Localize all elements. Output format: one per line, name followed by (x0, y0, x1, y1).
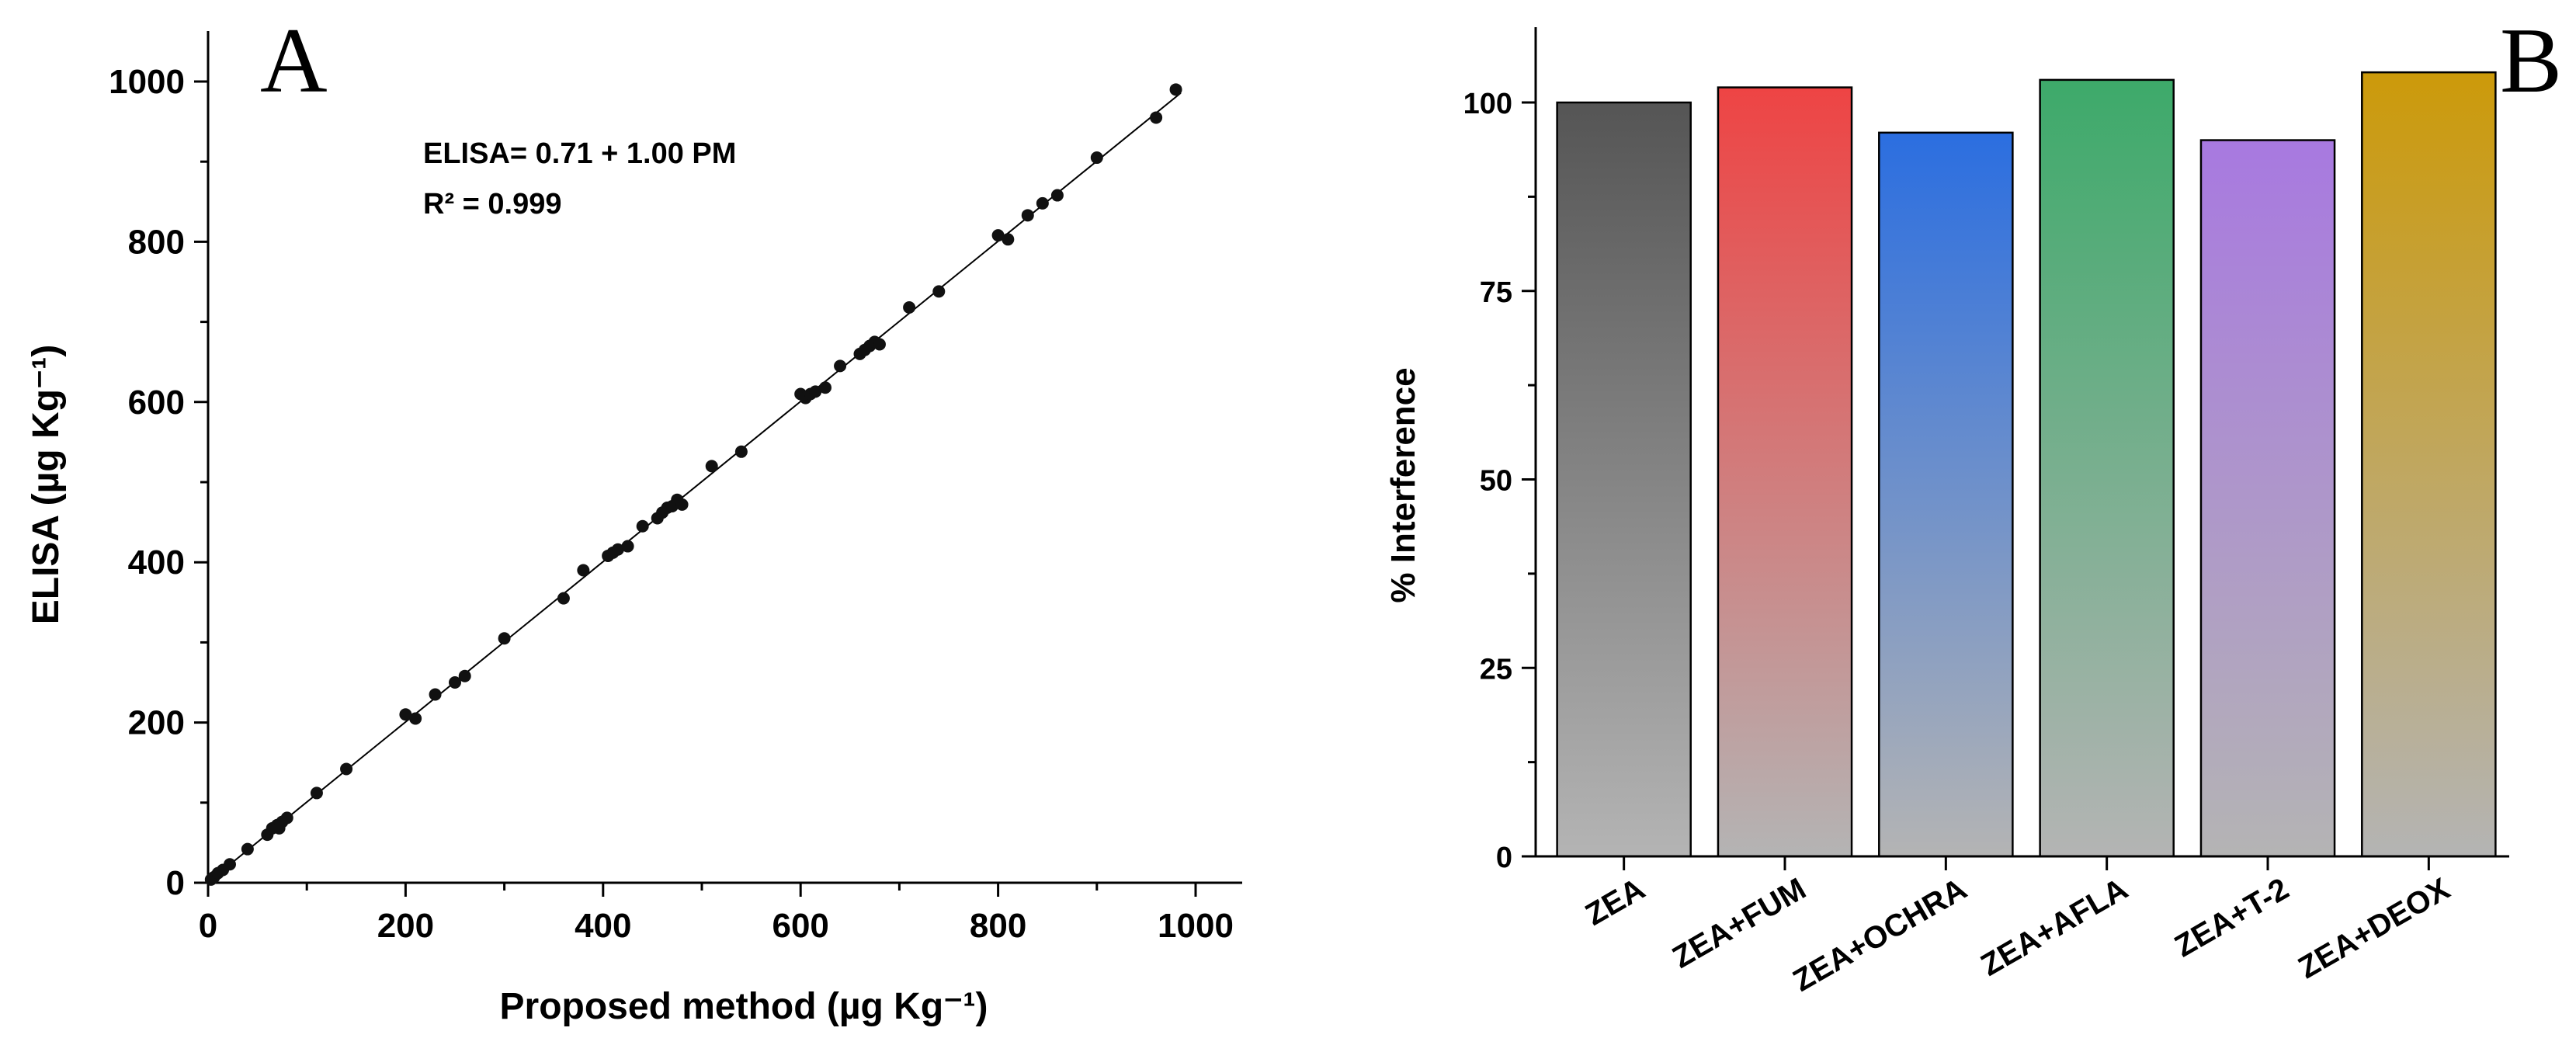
data-point (340, 762, 353, 776)
y-tick-label: 600 (128, 384, 185, 422)
x-tick-label: ZEA+T-2 (2169, 872, 2295, 964)
data-point (611, 543, 624, 556)
data-point (577, 564, 590, 577)
x-tick-label: ZEA (1580, 872, 1651, 932)
bar (2361, 71, 2497, 858)
bar (1878, 131, 2014, 858)
data-point (1090, 151, 1103, 165)
data-point (1150, 111, 1163, 124)
data-point (809, 385, 822, 398)
data-point (449, 676, 461, 689)
scatter-points (204, 83, 1182, 886)
y-tick-label: 400 (128, 543, 185, 582)
bars (1556, 71, 2497, 858)
panel-label-b: B (2500, 9, 2562, 112)
fit-line (207, 92, 1182, 884)
r-squared-label: R² = 0.999 (423, 188, 562, 220)
x-tick-label: 0 (199, 907, 217, 945)
x-tick-label: 400 (575, 907, 631, 945)
y-tick-label: 1000 (109, 63, 185, 101)
data-point (458, 669, 471, 682)
data-point (498, 632, 511, 645)
x-tick-label: ZEA+DEOX (2293, 872, 2456, 986)
panel-label-a: A (260, 9, 328, 112)
y-tick-label: 50 (1480, 465, 1512, 498)
data-point (223, 858, 236, 871)
fit-equation: ELISA= 0.71 + 1.00 PM (423, 137, 736, 170)
data-point (834, 359, 847, 373)
data-point (932, 285, 946, 298)
data-point (734, 445, 748, 458)
bar-y-axis-label: % Interference (1384, 367, 1422, 602)
bar (2199, 139, 2336, 858)
y-tick-label: 25 (1480, 653, 1512, 686)
data-point (705, 460, 718, 473)
bar (1556, 101, 1692, 858)
y-tick-label: 75 (1480, 276, 1512, 309)
y-tick-label: 0 (1496, 842, 1512, 874)
data-point (241, 842, 254, 856)
y-tick-label: 100 (1463, 88, 1512, 120)
data-point (636, 519, 649, 533)
data-point (675, 498, 689, 511)
data-point (1050, 189, 1064, 202)
y-tick-label: 0 (166, 864, 185, 902)
data-point (1021, 209, 1034, 222)
x-tick-label: 800 (970, 907, 1026, 945)
data-point (621, 540, 634, 553)
y-axis-label: ELISA (µg Kg⁻¹) (26, 345, 67, 625)
data-point (903, 301, 916, 314)
x-tick-label: 200 (377, 907, 434, 945)
scatter-axes: 0 200 400 600 800 1000 0 200 400 600 800 1000 (109, 31, 1242, 945)
data-point (557, 592, 570, 605)
x-axis-label: Proposed method (µg Kg⁻¹) (500, 986, 988, 1027)
x-tick-label: 600 (772, 907, 828, 945)
y-tick-label: 800 (128, 223, 185, 261)
data-point (399, 708, 412, 721)
data-point (280, 811, 293, 825)
data-point (873, 338, 886, 351)
x-tick-label: ZEA+OCHRA (1787, 872, 1973, 998)
data-point (429, 688, 442, 701)
data-point (409, 712, 422, 725)
data-point (991, 229, 1005, 242)
y-tick-label: 200 (128, 704, 185, 742)
scatter-chart: A ELISA= 0.71 + 1.00 PM R² = 0.999 0 200 4… (26, 9, 1242, 1027)
bar (1717, 86, 1853, 858)
data-point (1169, 83, 1182, 96)
x-tick-label: ZEA+AFLA (1975, 872, 2133, 983)
data-point (819, 381, 831, 394)
data-point (310, 786, 323, 800)
x-tick-label: 1000 (1158, 907, 1234, 945)
data-point (1036, 196, 1049, 210)
x-tick-label: ZEA+FUM (1667, 872, 1812, 975)
data-point (1002, 233, 1015, 246)
bar (2039, 78, 2175, 858)
